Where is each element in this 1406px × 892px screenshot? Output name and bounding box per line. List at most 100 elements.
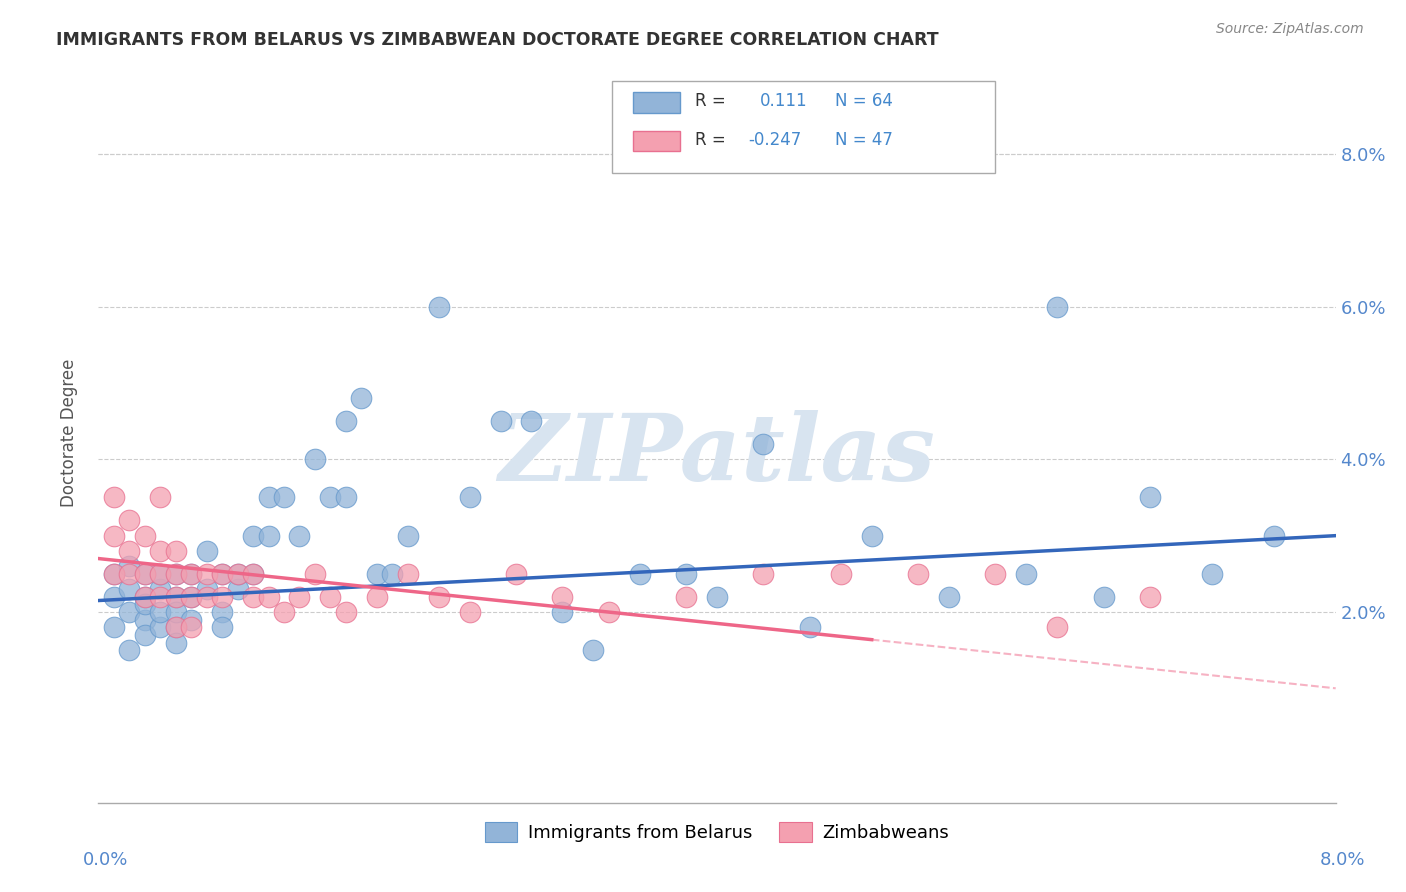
FancyBboxPatch shape (633, 130, 681, 152)
Point (273, 491, 295, 505)
Point (195, 582, 218, 596)
Point (1015, 566, 1038, 581)
Point (366, 566, 388, 581)
Point (1139, 491, 1161, 505)
Text: 0.0%: 0.0% (83, 851, 128, 869)
Point (335, 491, 357, 505)
Text: IMMIGRANTS FROM BELARUS VS ZIMBABWEAN DOCTORATE DEGREE CORRELATION CHART: IMMIGRANTS FROM BELARUS VS ZIMBABWEAN DO… (56, 31, 939, 49)
Point (118, 559, 141, 574)
Point (675, 590, 697, 604)
Point (118, 582, 141, 596)
Point (180, 566, 202, 581)
Point (675, 566, 697, 581)
Point (226, 582, 249, 596)
Point (242, 566, 264, 581)
Point (103, 529, 125, 543)
Point (195, 566, 218, 581)
Point (799, 620, 821, 634)
Point (860, 529, 883, 543)
Point (165, 566, 187, 581)
Point (427, 590, 450, 604)
Point (752, 437, 775, 451)
Point (938, 590, 960, 604)
Point (103, 590, 125, 604)
Point (180, 590, 202, 604)
Point (319, 590, 342, 604)
Point (195, 590, 218, 604)
Point (907, 566, 929, 581)
Point (335, 414, 357, 428)
Point (211, 566, 233, 581)
Point (242, 566, 264, 581)
Text: -0.247: -0.247 (748, 131, 801, 149)
Point (180, 613, 202, 627)
Point (118, 605, 141, 619)
Point (180, 620, 202, 634)
Point (134, 590, 156, 604)
Point (984, 566, 1007, 581)
Point (118, 566, 141, 581)
Point (149, 566, 172, 581)
Point (118, 643, 141, 657)
Point (134, 598, 156, 612)
Point (103, 491, 125, 505)
Point (752, 566, 775, 581)
Point (1201, 566, 1223, 581)
Point (180, 590, 202, 604)
Point (165, 605, 187, 619)
Text: ZIPatlas: ZIPatlas (499, 409, 935, 500)
Point (180, 566, 202, 581)
Point (628, 566, 651, 581)
Point (242, 529, 264, 543)
Point (226, 566, 249, 581)
Point (165, 590, 187, 604)
Point (257, 529, 280, 543)
Point (118, 544, 141, 558)
Point (134, 628, 156, 642)
Point (165, 544, 187, 558)
Point (582, 643, 605, 657)
Text: R =: R = (695, 131, 725, 149)
Point (149, 620, 172, 634)
Text: Source: ZipAtlas.com: Source: ZipAtlas.com (1216, 22, 1364, 37)
Point (257, 590, 280, 604)
Point (598, 605, 620, 619)
Point (319, 491, 342, 505)
Point (211, 620, 233, 634)
Point (165, 620, 187, 634)
Text: N = 64: N = 64 (835, 92, 893, 110)
Text: R =: R = (695, 92, 725, 110)
Point (165, 620, 187, 634)
Point (396, 566, 419, 581)
Point (103, 566, 125, 581)
Point (1046, 300, 1069, 314)
Point (427, 300, 450, 314)
Point (103, 566, 125, 581)
Text: N = 47: N = 47 (835, 131, 893, 149)
Point (134, 590, 156, 604)
Point (134, 566, 156, 581)
Point (1139, 590, 1161, 604)
Point (505, 566, 527, 581)
Point (165, 566, 187, 581)
Point (335, 605, 357, 619)
Text: 8.0%: 8.0% (1320, 851, 1365, 869)
Point (304, 566, 326, 581)
Legend: Immigrants from Belarus, Zimbabweans: Immigrants from Belarus, Zimbabweans (478, 815, 956, 849)
Point (1092, 590, 1115, 604)
Point (134, 566, 156, 581)
Point (195, 544, 218, 558)
Point (520, 414, 543, 428)
Point (830, 566, 852, 581)
Point (304, 452, 326, 467)
Point (211, 605, 233, 619)
Point (165, 635, 187, 649)
FancyBboxPatch shape (612, 81, 995, 173)
Point (288, 590, 311, 604)
Point (149, 605, 172, 619)
Point (551, 605, 574, 619)
Point (134, 529, 156, 543)
Point (149, 566, 172, 581)
Point (103, 620, 125, 634)
Point (242, 590, 264, 604)
